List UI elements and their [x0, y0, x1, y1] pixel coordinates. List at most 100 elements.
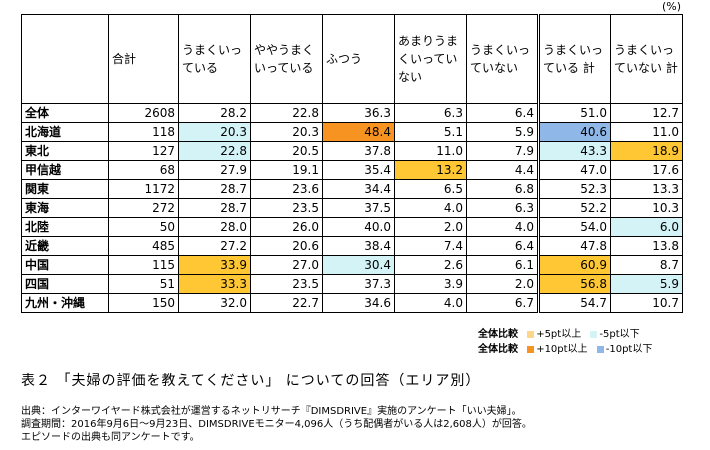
- column-header: ややうまくいっている: [250, 14, 323, 104]
- table-row: 関東 1172 28.7 23.6 34.4 6.5 6.8 52.3 13.3: [21, 179, 683, 199]
- table-cell: 11.0: [394, 141, 467, 161]
- table-cell: 2.0: [394, 217, 467, 237]
- table-cell: 127: [108, 141, 179, 161]
- table-cell: 23.5: [250, 274, 323, 294]
- legend-swatch: [596, 345, 604, 353]
- table-cell: 4.4: [466, 160, 539, 180]
- legend-label: -5pt以下: [599, 329, 640, 340]
- table-cell: 272: [108, 198, 179, 218]
- table-cell: 54.0: [537, 217, 611, 237]
- table-cell: 33.9: [178, 255, 251, 275]
- table-cell: 68: [108, 160, 179, 180]
- table-cell: 118: [108, 122, 179, 142]
- table-cell: 37.3: [322, 274, 395, 294]
- table-row: 東北 127 22.8 20.5 37.8 11.0 7.9 43.3 18.9: [21, 141, 683, 161]
- region-label: 九州・沖縄: [21, 293, 109, 313]
- table-cell: 6.4: [466, 103, 539, 123]
- table-cell: 28.2: [178, 103, 251, 123]
- table-cell: 4.0: [394, 198, 467, 218]
- table-cell: 51.0: [537, 103, 611, 123]
- table-cell: 6.0: [610, 217, 683, 237]
- table-cell: 3.9: [394, 274, 467, 294]
- table-cell: 33.3: [178, 274, 251, 294]
- table-cell: 20.3: [178, 122, 251, 142]
- legend-swatch: [590, 330, 598, 338]
- legend-row-1: 全体比較 +5pt以上 -5pt以下: [478, 325, 640, 340]
- table-cell: 34.4: [322, 179, 395, 199]
- table-cell: 150: [108, 293, 179, 313]
- table-cell: 54.7: [537, 293, 611, 313]
- table-cell: 12.7: [610, 103, 683, 123]
- table-cell: 6.5: [394, 179, 467, 199]
- region-label: 中国: [21, 255, 109, 275]
- column-header: あまりうまくいっていない: [394, 14, 467, 104]
- legend-title: 全体比較: [478, 344, 518, 355]
- table-cell: 28.0: [178, 217, 251, 237]
- table-cell: 40.0: [322, 217, 395, 237]
- table-cell: 22.8: [178, 141, 251, 161]
- column-header: うまくいっていない 計: [610, 14, 683, 104]
- legend-swatch: [527, 345, 535, 353]
- table-cell: 50: [108, 217, 179, 237]
- table-cell: 48.4: [322, 122, 395, 142]
- unit-label: (%): [662, 0, 682, 13]
- results-table: 合計 うまくいっている ややうまくいっている ふつう あまりうまくいっていない うまくいっ…: [21, 14, 683, 313]
- table-cell: 23.5: [250, 198, 323, 218]
- table-row: 全体 2608 28.2 22.8 36.3 6.3 6.4 51.0 12.7: [21, 103, 683, 123]
- source-line: 調査期間：2016年9月6日～9月23日、DIMSDRIVEモニター4,096人…: [21, 419, 532, 430]
- table-cell: 28.7: [178, 179, 251, 199]
- table-cell: 28.7: [178, 198, 251, 218]
- table-cell: 2608: [108, 103, 179, 123]
- table-cell: 60.9: [537, 255, 611, 275]
- table-cell: 20.6: [250, 236, 323, 256]
- region-label: 東北: [21, 141, 109, 161]
- region-label: 近畿: [21, 236, 109, 256]
- table-cell: 13.8: [610, 236, 683, 256]
- table-cell: 6.4: [466, 236, 539, 256]
- table-cell: 37.8: [322, 141, 395, 161]
- source-line: エピソードの出典も同アンケートです。: [21, 432, 200, 443]
- source-line: 出典：インターワイヤード株式会社が運営するネットリサーチ『DIMSDRIVE』実…: [21, 406, 522, 417]
- table-cell: 115: [108, 255, 179, 275]
- table-cell: 52.3: [537, 179, 611, 199]
- table-cell: 56.8: [537, 274, 611, 294]
- table-cell: 23.6: [250, 179, 323, 199]
- table-cell: 5.9: [466, 122, 539, 142]
- table-cell: 37.5: [322, 198, 395, 218]
- table-cell: 1172: [108, 179, 179, 199]
- region-label: 東海: [21, 198, 109, 218]
- table-cell: 11.0: [610, 122, 683, 142]
- table-row: 四国 51 33.3 23.5 37.3 3.9 2.0 56.8 5.9: [21, 274, 683, 294]
- region-label: 北海道: [21, 122, 109, 142]
- table-row: 北陸 50 28.0 26.0 40.0 2.0 4.0 54.0 6.0: [21, 217, 683, 237]
- legend-title: 全体比較: [478, 329, 518, 340]
- table-cell: 51: [108, 274, 179, 294]
- table-cell: 13.3: [610, 179, 683, 199]
- table-cell: 35.4: [322, 160, 395, 180]
- table-cell: 7.9: [466, 141, 539, 161]
- table-row: 中国 115 33.9 27.0 30.4 2.6 6.1 60.9 8.7: [21, 255, 683, 275]
- table-cell: 8.7: [610, 255, 683, 275]
- column-header: うまくいっている 計: [537, 14, 611, 104]
- table-cell: 10.3: [610, 198, 683, 218]
- table-cell: 22.7: [250, 293, 323, 313]
- table-cell: 47.8: [537, 236, 611, 256]
- table-cell: 22.8: [250, 103, 323, 123]
- table-cell: 26.0: [250, 217, 323, 237]
- column-header: うまくいっている: [178, 14, 251, 104]
- table-cell: 27.9: [178, 160, 251, 180]
- legend-swatch: [527, 330, 535, 338]
- source-note: 出典：インターワイヤード株式会社が運営するネットリサーチ『DIMSDRIVE』実…: [21, 405, 532, 444]
- table-cell: 36.3: [322, 103, 395, 123]
- table-cell: 34.6: [322, 293, 395, 313]
- table-cell: 30.4: [322, 255, 395, 275]
- table-cell: 27.0: [250, 255, 323, 275]
- column-header: うまくいっていない: [466, 14, 539, 104]
- table-cell: 4.0: [394, 293, 467, 313]
- legend-row-2: 全体比較 +10pt以上 -10pt以下: [478, 340, 652, 355]
- table-cell: 6.8: [466, 179, 539, 199]
- region-label: 関東: [21, 179, 109, 199]
- column-header: 合計: [108, 14, 179, 104]
- table-cell: 10.7: [610, 293, 683, 313]
- table-cell: 6.7: [466, 293, 539, 313]
